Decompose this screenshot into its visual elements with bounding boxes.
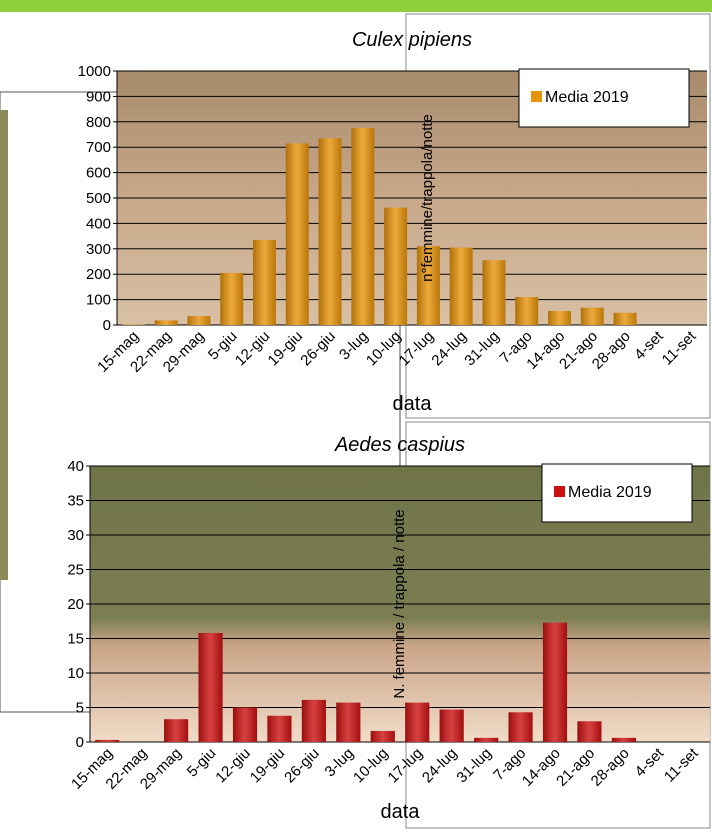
- bar-shade: [474, 737, 499, 742]
- y-tick-label: 700: [86, 139, 111, 156]
- y-tick-label: 400: [86, 215, 111, 232]
- y-tick-label: 35: [67, 493, 84, 510]
- bar-shade: [449, 247, 473, 325]
- y-tick-label: 900: [86, 88, 111, 105]
- y-tick-label: 5: [76, 700, 84, 717]
- y-tick-label: 10: [67, 665, 84, 682]
- y-tick-label: 200: [86, 266, 111, 283]
- bar-shade: [611, 737, 636, 742]
- legend-swatch: [554, 486, 565, 497]
- y-tick-label: 20: [67, 596, 84, 613]
- bar-shade: [121, 324, 145, 325]
- y-tick-label: 300: [86, 241, 111, 258]
- x-tick-label: 10-lug: [350, 745, 392, 787]
- y-tick-label: 15: [67, 631, 84, 648]
- legend: [518, 68, 690, 128]
- x-tick-label: 12-giu: [212, 745, 254, 787]
- bar-shade: [405, 702, 430, 742]
- x-axis-label: data: [381, 801, 421, 823]
- bar-shade: [318, 138, 342, 325]
- bar-shade: [220, 272, 244, 325]
- bar-shade: [542, 622, 568, 742]
- x-tick-label: 19-giu: [247, 745, 289, 787]
- bar-shade: [301, 699, 326, 742]
- bar-shade: [613, 312, 637, 325]
- bar-shade: [577, 721, 602, 742]
- bar-shade: [267, 715, 292, 742]
- y-tick-label: 30: [67, 527, 84, 544]
- bar-shade: [232, 707, 258, 742]
- chart-title: Aedes caspius: [334, 434, 465, 456]
- y-tick-label: 1000: [78, 63, 111, 80]
- bar-shade: [285, 143, 309, 325]
- bar-shade: [154, 320, 178, 325]
- y-tick-label: 0: [76, 734, 84, 751]
- y-tick-label: 40: [67, 458, 84, 475]
- y-tick-label: 500: [86, 190, 111, 207]
- bar-shade: [580, 307, 604, 325]
- bar-shade: [95, 739, 120, 742]
- bar-shade: [351, 128, 375, 325]
- y-tick-label: 800: [86, 114, 111, 131]
- y-tick-label: 25: [67, 562, 84, 579]
- bar-shade: [253, 239, 276, 325]
- legend-swatch: [531, 91, 542, 102]
- legend-label: Media 2019: [545, 89, 629, 106]
- chart-title: Culex pipiens: [352, 29, 472, 51]
- bar-shade: [187, 316, 211, 325]
- bar-shade: [336, 702, 361, 742]
- y-axis-label: n°femmine/trappola/notte: [419, 114, 436, 282]
- bar-shade: [508, 712, 533, 742]
- bar-shade: [384, 207, 408, 325]
- legend-label: Media 2019: [568, 484, 652, 501]
- bar-shade: [416, 246, 440, 325]
- bar-shade: [198, 632, 223, 742]
- bar-shade: [370, 730, 395, 742]
- bar-shade: [548, 311, 571, 325]
- y-tick-label: 0: [103, 317, 111, 334]
- left-panel-edge: [0, 110, 8, 580]
- bar-shade: [439, 709, 464, 742]
- x-tick-label: 26-giu: [281, 745, 323, 787]
- x-axis-label: data: [393, 393, 433, 415]
- y-tick-label: 100: [86, 292, 111, 309]
- y-axis-label: N. femmine / trappola / notte: [391, 509, 408, 698]
- bar-shade: [515, 297, 539, 325]
- bar-shade: [482, 260, 506, 325]
- top-strip: [0, 0, 712, 12]
- bar-shade: [164, 719, 189, 742]
- legend: [541, 463, 693, 523]
- y-tick-label: 600: [86, 165, 111, 182]
